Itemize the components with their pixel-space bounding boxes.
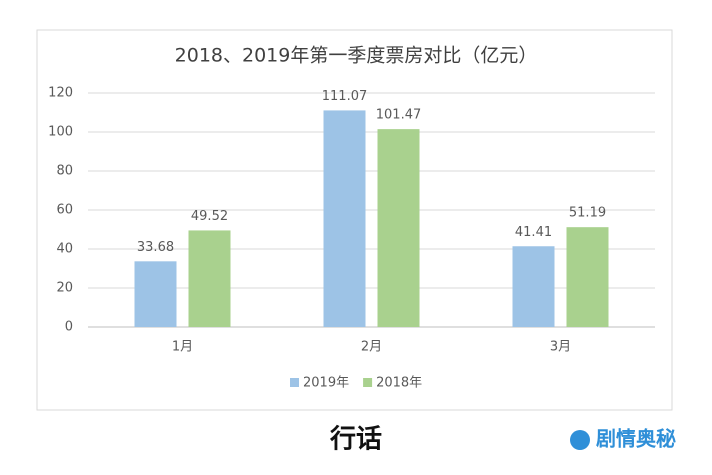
y-tick-label: 100 <box>48 125 73 140</box>
x-tick-label: 3月 <box>550 340 571 355</box>
bar <box>377 129 420 327</box>
legend-swatch <box>290 378 299 387</box>
chart-title: 2018、2019年第一季度票房对比（亿元） <box>175 45 538 67</box>
bar <box>566 227 609 327</box>
data-label: 101.47 <box>376 108 422 123</box>
watermark-icon <box>570 430 590 450</box>
data-label: 111.07 <box>322 89 368 104</box>
y-tick-label: 40 <box>56 242 73 257</box>
bar <box>512 246 555 327</box>
data-label: 49.52 <box>191 209 228 224</box>
legend-swatch <box>363 378 373 387</box>
y-tick-label: 0 <box>65 320 73 335</box>
x-tick-label: 2月 <box>361 340 382 355</box>
y-tick-label: 20 <box>56 281 73 296</box>
legend-label: 2019年 <box>303 376 349 391</box>
y-tick-label: 60 <box>56 203 73 218</box>
bar <box>323 110 366 327</box>
x-tick-label: 1月 <box>172 340 193 355</box>
watermark: 行话 <box>329 424 382 455</box>
y-tick-label: 120 <box>48 86 73 101</box>
legend-label: 2018年 <box>376 376 422 391</box>
bar <box>134 261 177 327</box>
bar <box>188 230 231 327</box>
y-tick-label: 80 <box>56 164 73 179</box>
data-label: 33.68 <box>137 240 174 255</box>
data-label: 41.41 <box>515 225 552 240</box>
watermark: 剧情奥秘 <box>596 427 676 451</box>
data-label: 51.19 <box>569 206 606 221</box>
